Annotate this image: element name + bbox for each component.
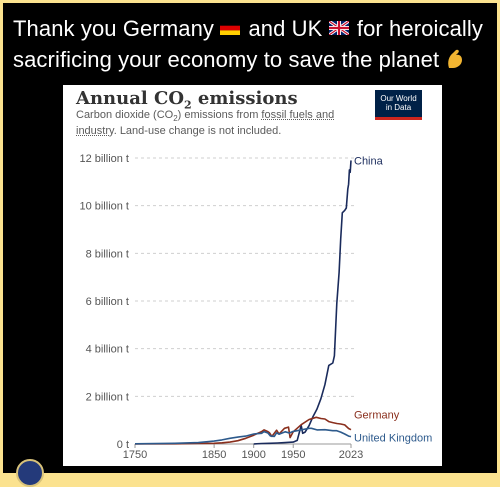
flag-germany-icon xyxy=(220,21,241,36)
social-post: Thank you Germany and UK for heroically … xyxy=(3,3,497,473)
series-label-germany: Germany xyxy=(354,410,400,422)
caption-text-1: Thank you Germany xyxy=(13,16,215,41)
series-line-china xyxy=(253,160,352,445)
series-label-united-kingdom: United Kingdom xyxy=(354,433,432,445)
series-label-china: China xyxy=(354,155,384,167)
x-tick-label: 1750 xyxy=(123,449,147,461)
y-tick-label: 4 billion t xyxy=(86,344,129,356)
y-tick-label: 6 billion t xyxy=(86,296,129,308)
fossil-fuels-link[interactable]: fossil fuels and industry xyxy=(76,109,335,138)
flexed-biceps-icon xyxy=(448,49,463,69)
x-tick-label: 1900 xyxy=(241,449,265,461)
y-tick-label: 10 billion t xyxy=(79,201,129,213)
chart-card: Annual CO2 emissions Carbon dioxide (CO2… xyxy=(63,85,442,466)
caption-text-3: for heroically sacrificing your economy … xyxy=(13,16,483,72)
y-tick-label: 2 billion t xyxy=(86,391,129,403)
post-caption: Thank you Germany and UK for heroically … xyxy=(13,13,488,75)
y-tick-label: 0 t xyxy=(117,439,129,451)
flag-uk-icon xyxy=(328,21,349,36)
x-tick-label: 1850 xyxy=(202,449,226,461)
caption-text-2: and UK xyxy=(242,16,323,41)
avatar[interactable] xyxy=(16,459,44,487)
x-tick-label: 1950 xyxy=(281,449,305,461)
owid-logo: Our World in Data xyxy=(375,90,422,120)
y-tick-label: 12 billion t xyxy=(79,153,129,165)
x-tick-label: 2023 xyxy=(339,449,363,461)
y-tick-label: 8 billion t xyxy=(86,248,129,260)
series-line-germany xyxy=(134,416,352,445)
chart-subtitle: Carbon dioxide (CO2) emissions from foss… xyxy=(76,109,335,138)
chart-title: Annual CO2 emissions xyxy=(76,88,298,112)
line-chart: 0 t 2 billion t 4 billion t 6 billion t 8 bi… xyxy=(79,153,432,461)
series-line-united-kingdom xyxy=(134,427,352,445)
